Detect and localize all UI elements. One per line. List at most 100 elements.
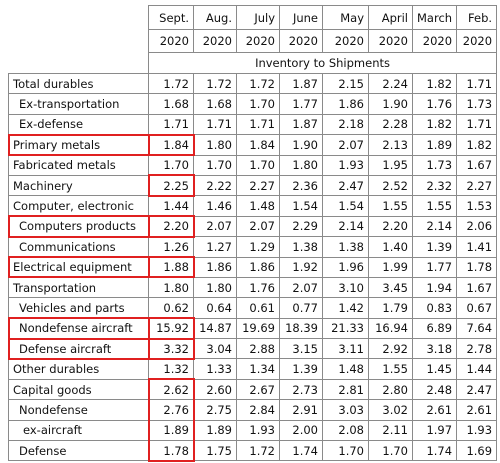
month-header: Feb. [456, 5, 498, 30]
value-cell: 1.89 [193, 419, 237, 442]
value-cell: 3.45 [368, 276, 413, 299]
data-row: Fabricated metals 1.70 1.70 1.70 1.80 1.93 1.9… [8, 154, 498, 176]
data-row: Other durables 1.32 1.33 1.34 1.39 1.48 1.55 1.… [8, 358, 498, 380]
value-cell: 3.03 [322, 399, 369, 421]
value-cell: 2.75 [193, 399, 237, 421]
value-cell: 1.84 [236, 134, 280, 156]
row-label: Computer, electronic [8, 195, 149, 217]
subheader-row: Inventory to Shipments [8, 52, 498, 74]
value-cell: 1.77 [279, 93, 323, 115]
value-cell: 1.70 [368, 440, 413, 462]
value-cell: 2.92 [368, 338, 413, 360]
value-cell: 2.15 [322, 72, 369, 95]
value-cell: 1.69 [456, 440, 498, 462]
value-cell: 2.60 [193, 378, 237, 401]
value-cell: 2.81 [322, 378, 369, 401]
year-header: 2020 [148, 29, 194, 53]
value-cell: 0.62 [148, 297, 194, 319]
value-cell: 1.48 [236, 195, 280, 217]
value-cell: 1.95 [368, 154, 413, 176]
value-cell: 2.13 [368, 134, 413, 156]
value-cell: 1.87 [279, 72, 323, 95]
value-cell: 2.20 [368, 215, 413, 238]
value-cell: 1.71 [193, 113, 237, 136]
value-cell: 2.62 [148, 378, 194, 401]
value-cell: 1.94 [411, 276, 458, 299]
value-cell: 2.52 [368, 174, 413, 197]
value-cell: 15.92 [148, 317, 194, 340]
value-cell: 0.77 [279, 297, 323, 319]
value-cell: 1.93 [322, 154, 369, 176]
value-cell: 1.29 [236, 236, 280, 258]
blank-cell [8, 52, 149, 74]
year-header: 2020 [456, 29, 498, 53]
blank-cell [8, 5, 149, 30]
data-row: Ex-transportation 1.68 1.68 1.70 1.77 1.86 1.9… [8, 93, 498, 115]
value-cell: 2.20 [148, 215, 194, 238]
value-cell: 1.70 [148, 154, 194, 176]
value-cell: 2.14 [322, 215, 369, 238]
value-cell: 1.99 [368, 256, 413, 278]
value-cell: 1.44 [456, 358, 498, 380]
value-cell: 3.04 [193, 338, 237, 360]
value-cell: 2.84 [236, 399, 280, 421]
data-row: Transportation 1.80 1.80 1.76 2.07 3.10 3.45 1.… [8, 276, 498, 299]
value-cell: 1.71 [236, 113, 280, 136]
row-label: Defense aircraft [8, 338, 149, 360]
value-cell: 1.82 [456, 134, 498, 156]
value-cell: 2.36 [279, 174, 323, 197]
header-row: 2020 2020 2020 2020 2020 2020 2020 2020 [8, 29, 498, 53]
row-label: Electrical equipment [8, 256, 149, 278]
value-cell: 3.15 [279, 338, 323, 360]
value-cell: 1.82 [411, 113, 458, 136]
value-cell: 2.91 [279, 399, 323, 421]
value-cell: 2.07 [193, 215, 237, 238]
value-cell: 2.14 [411, 215, 458, 238]
data-row: Electrical equipment 1.88 1.86 1.86 1.92 1.96… [8, 256, 498, 278]
value-cell: 2.76 [148, 399, 194, 421]
value-cell: 1.48 [322, 358, 369, 380]
value-cell: 1.71 [456, 113, 498, 136]
value-cell: 1.70 [236, 93, 280, 115]
value-cell: 1.84 [148, 134, 194, 156]
value-cell: 1.55 [368, 195, 413, 217]
value-cell: 3.02 [368, 399, 413, 421]
data-table: Sept. Aug. July June May April March Feb. 2020 20… [8, 5, 498, 462]
value-cell: 3.18 [411, 338, 458, 360]
value-cell: 3.10 [322, 276, 369, 299]
data-row: Capital goods 2.62 2.60 2.67 2.73 2.81 2.80 2.4… [8, 378, 498, 401]
value-cell: 1.39 [279, 358, 323, 380]
value-cell: 1.33 [193, 358, 237, 380]
value-cell: 1.86 [322, 93, 369, 115]
row-label: Fabricated metals [8, 154, 149, 176]
value-cell: 19.69 [236, 317, 280, 340]
value-cell: 2.61 [411, 399, 458, 421]
row-label: Communications [8, 236, 149, 258]
value-cell: 1.90 [279, 134, 323, 156]
value-cell: 2.06 [456, 215, 498, 238]
value-cell: 1.46 [193, 195, 237, 217]
value-cell: 1.38 [279, 236, 323, 258]
value-cell: 1.72 [236, 440, 280, 462]
value-cell: 21.33 [322, 317, 369, 340]
value-cell: 0.61 [236, 297, 280, 319]
value-cell: 1.76 [411, 93, 458, 115]
value-cell: 14.87 [193, 317, 237, 340]
value-cell: 1.71 [148, 113, 194, 136]
row-label: Ex-transportation [8, 93, 149, 115]
value-cell: 1.68 [193, 93, 237, 115]
value-cell: 1.76 [236, 276, 280, 299]
value-cell: 1.80 [148, 276, 194, 299]
data-row: Nondefense 2.76 2.75 2.84 2.91 3.03 3.02 2.61 2.… [8, 399, 498, 421]
value-cell: 1.72 [236, 72, 280, 95]
year-header: 2020 [279, 29, 323, 53]
year-header: 2020 [322, 29, 369, 53]
value-cell: 1.70 [193, 154, 237, 176]
value-cell: 1.45 [411, 358, 458, 380]
value-cell: 18.39 [279, 317, 323, 340]
row-label: Total durables [8, 72, 149, 95]
value-cell: 1.88 [148, 256, 194, 278]
value-cell: 3.32 [148, 338, 194, 360]
value-cell: 1.74 [279, 440, 323, 462]
